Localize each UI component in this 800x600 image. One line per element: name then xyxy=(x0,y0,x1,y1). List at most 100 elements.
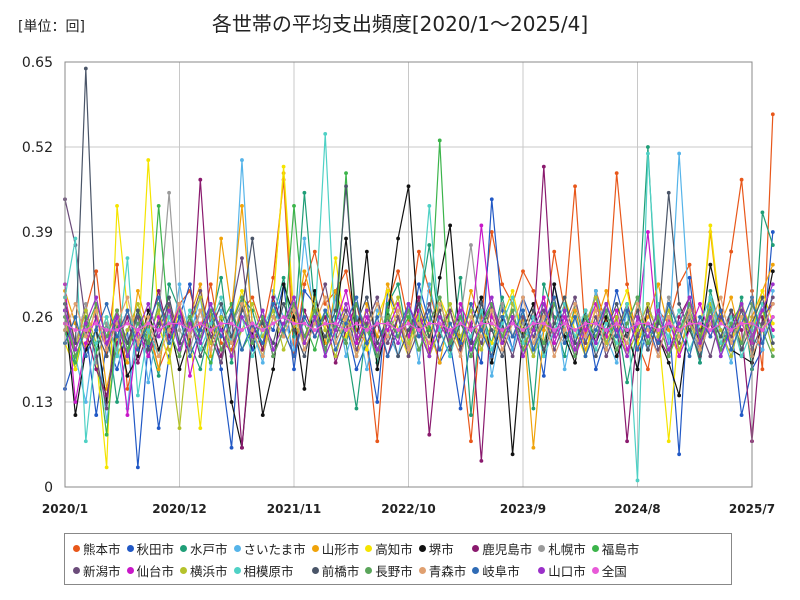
data-point xyxy=(344,308,348,313)
data-point xyxy=(73,367,78,372)
data-point xyxy=(208,347,213,352)
data-point xyxy=(479,321,484,326)
data-point xyxy=(646,321,650,326)
data-point xyxy=(302,288,307,293)
data-point xyxy=(364,341,369,346)
plot-border xyxy=(64,61,753,488)
data-point xyxy=(312,328,317,332)
data-point xyxy=(396,236,400,241)
data-point xyxy=(427,282,432,287)
data-point xyxy=(385,308,390,313)
data-point xyxy=(698,360,702,365)
legend-marker xyxy=(126,567,134,574)
data-point xyxy=(94,413,99,417)
data-point xyxy=(354,295,359,300)
data-point xyxy=(770,230,775,234)
data-point xyxy=(635,347,640,352)
data-point xyxy=(208,360,213,365)
legend-marker xyxy=(418,567,426,574)
data-point xyxy=(104,347,109,352)
data-point xyxy=(83,308,88,313)
data-point xyxy=(625,308,629,313)
data-point xyxy=(635,295,640,300)
data-point xyxy=(427,203,432,208)
data-point xyxy=(687,321,692,326)
data-point xyxy=(281,164,286,169)
data-point xyxy=(437,321,442,326)
data-point xyxy=(541,282,546,287)
legend-marker xyxy=(73,545,80,552)
legend-label: 青森市 xyxy=(428,564,467,579)
data-point xyxy=(448,334,453,339)
data-point xyxy=(385,288,390,293)
data-point xyxy=(614,360,619,365)
chart-legend: 熊本市 秋田市 水戸市 さいたま市 山形市 高知市 堺市 鹿児島市 札幌市 福島市 新潟市 仙台市 横浜… xyxy=(64,533,732,585)
data-point xyxy=(521,269,525,274)
data-point xyxy=(344,184,348,189)
data-point xyxy=(417,334,421,339)
legend-item: 札幌市 xyxy=(538,539,586,558)
data-point xyxy=(531,347,536,352)
data-point xyxy=(760,367,765,372)
data-point xyxy=(635,367,640,372)
legend-item: 仙台市 xyxy=(126,561,174,580)
data-point xyxy=(531,354,536,359)
data-point xyxy=(240,288,244,293)
data-point xyxy=(708,334,713,339)
data-point xyxy=(489,295,494,300)
data-point xyxy=(708,354,713,359)
data-point xyxy=(677,282,682,287)
data-point xyxy=(489,321,494,326)
data-point xyxy=(604,288,609,293)
data-point xyxy=(323,282,328,287)
data-point xyxy=(417,282,421,287)
legend-label: 熊本市 xyxy=(83,542,121,557)
data-point xyxy=(167,341,171,346)
data-point xyxy=(146,380,151,385)
data-point xyxy=(333,347,338,352)
data-point xyxy=(531,406,536,411)
data-point xyxy=(760,328,765,332)
data-point xyxy=(156,426,161,431)
data-point xyxy=(448,223,453,228)
data-point xyxy=(385,321,390,326)
data-point xyxy=(458,302,463,306)
data-point xyxy=(323,328,328,332)
data-point xyxy=(219,236,224,241)
data-point xyxy=(260,308,265,313)
data-point xyxy=(240,347,244,352)
data-point xyxy=(770,341,775,346)
data-point xyxy=(156,367,161,372)
data-point xyxy=(718,334,723,339)
data-point xyxy=(770,315,775,319)
data-point xyxy=(302,347,307,352)
data-point xyxy=(271,321,276,326)
data-point xyxy=(406,354,411,359)
data-point xyxy=(729,249,734,254)
data-point xyxy=(135,328,140,332)
legend-marker xyxy=(311,545,319,552)
data-point xyxy=(614,347,619,352)
data-point xyxy=(552,282,557,287)
data-point xyxy=(115,334,119,339)
data-point xyxy=(666,360,671,365)
data-point xyxy=(614,354,619,359)
data-point xyxy=(552,249,557,254)
data-point xyxy=(718,321,723,326)
data-point xyxy=(437,315,442,319)
data-point xyxy=(219,347,224,352)
data-point xyxy=(656,328,661,332)
data-point xyxy=(552,354,557,359)
data-point xyxy=(198,328,203,332)
data-point xyxy=(354,354,359,359)
x-tick-label: 2025/7 xyxy=(729,502,775,516)
legend-item: 福島市 xyxy=(591,539,639,558)
data-point xyxy=(198,341,203,346)
data-point xyxy=(708,295,713,300)
data-point xyxy=(260,328,265,332)
data-point xyxy=(677,308,682,313)
data-point xyxy=(323,334,328,339)
data-point xyxy=(646,302,650,306)
data-point xyxy=(302,282,307,287)
data-point xyxy=(250,295,255,300)
